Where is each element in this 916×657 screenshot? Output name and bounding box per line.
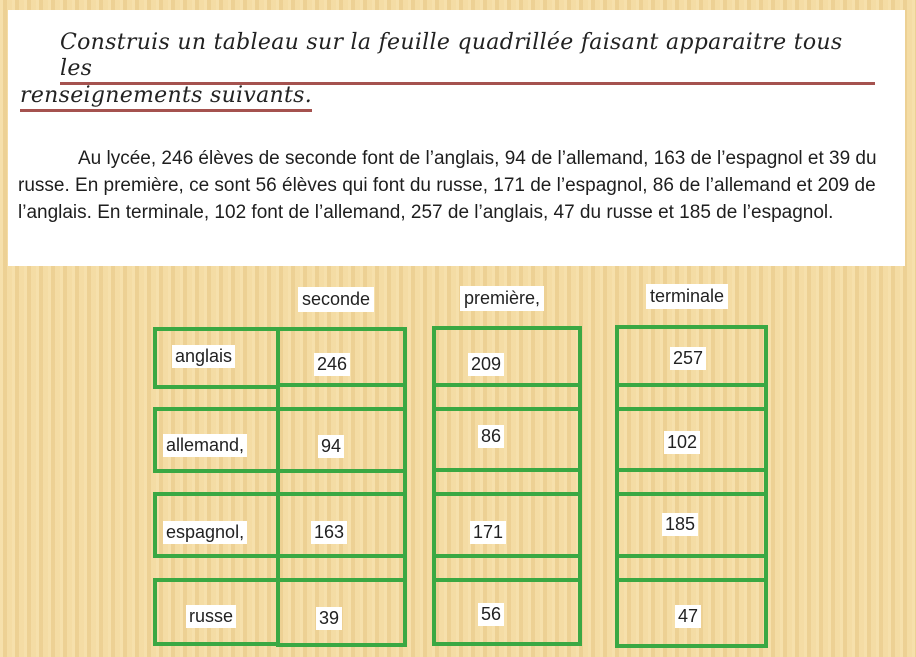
value-terminale-espagnol: 185 xyxy=(662,513,699,536)
value-terminale-anglais: 257 xyxy=(670,347,707,370)
value-seconde-anglais: 246 xyxy=(314,353,351,376)
gap-row xyxy=(432,383,582,411)
language-russe: russe xyxy=(186,605,237,628)
language-espagnol: espagnol, xyxy=(163,521,248,544)
header-seconde: seconde xyxy=(298,287,375,312)
header-terminale: terminale xyxy=(646,284,729,309)
header-premiere: première, xyxy=(460,286,545,311)
value-premiere-espagnol: 171 xyxy=(470,521,507,544)
gap-row xyxy=(615,468,768,496)
language-allemand: allemand, xyxy=(163,434,248,457)
gap-row xyxy=(615,383,768,411)
value-seconde-allemand: 94 xyxy=(318,435,345,458)
value-premiere-russe: 56 xyxy=(478,603,505,626)
exercise-paragraph: Au lycée, 246 élèves de seconde font de … xyxy=(18,148,877,223)
value-seconde-espagnol: 163 xyxy=(311,521,348,544)
value-premiere-anglais: 209 xyxy=(468,353,505,376)
value-terminale-allemand: 102 xyxy=(664,431,701,454)
language-anglais: anglais xyxy=(172,345,236,368)
gap-row xyxy=(432,554,582,582)
gap-row xyxy=(276,554,407,582)
gap-row xyxy=(615,554,768,582)
value-premiere-allemand: 86 xyxy=(478,425,505,448)
gap-row xyxy=(432,468,582,496)
gap-row xyxy=(276,469,407,496)
instruction-line-2: renseignements suivants. xyxy=(20,83,313,112)
value-seconde-russe: 39 xyxy=(316,607,343,630)
instruction-line-1: Construis un tableau sur la feuille quad… xyxy=(60,30,875,85)
gap-row xyxy=(276,383,407,411)
instruction-panel xyxy=(8,10,905,266)
value-terminale-russe: 47 xyxy=(675,605,702,628)
